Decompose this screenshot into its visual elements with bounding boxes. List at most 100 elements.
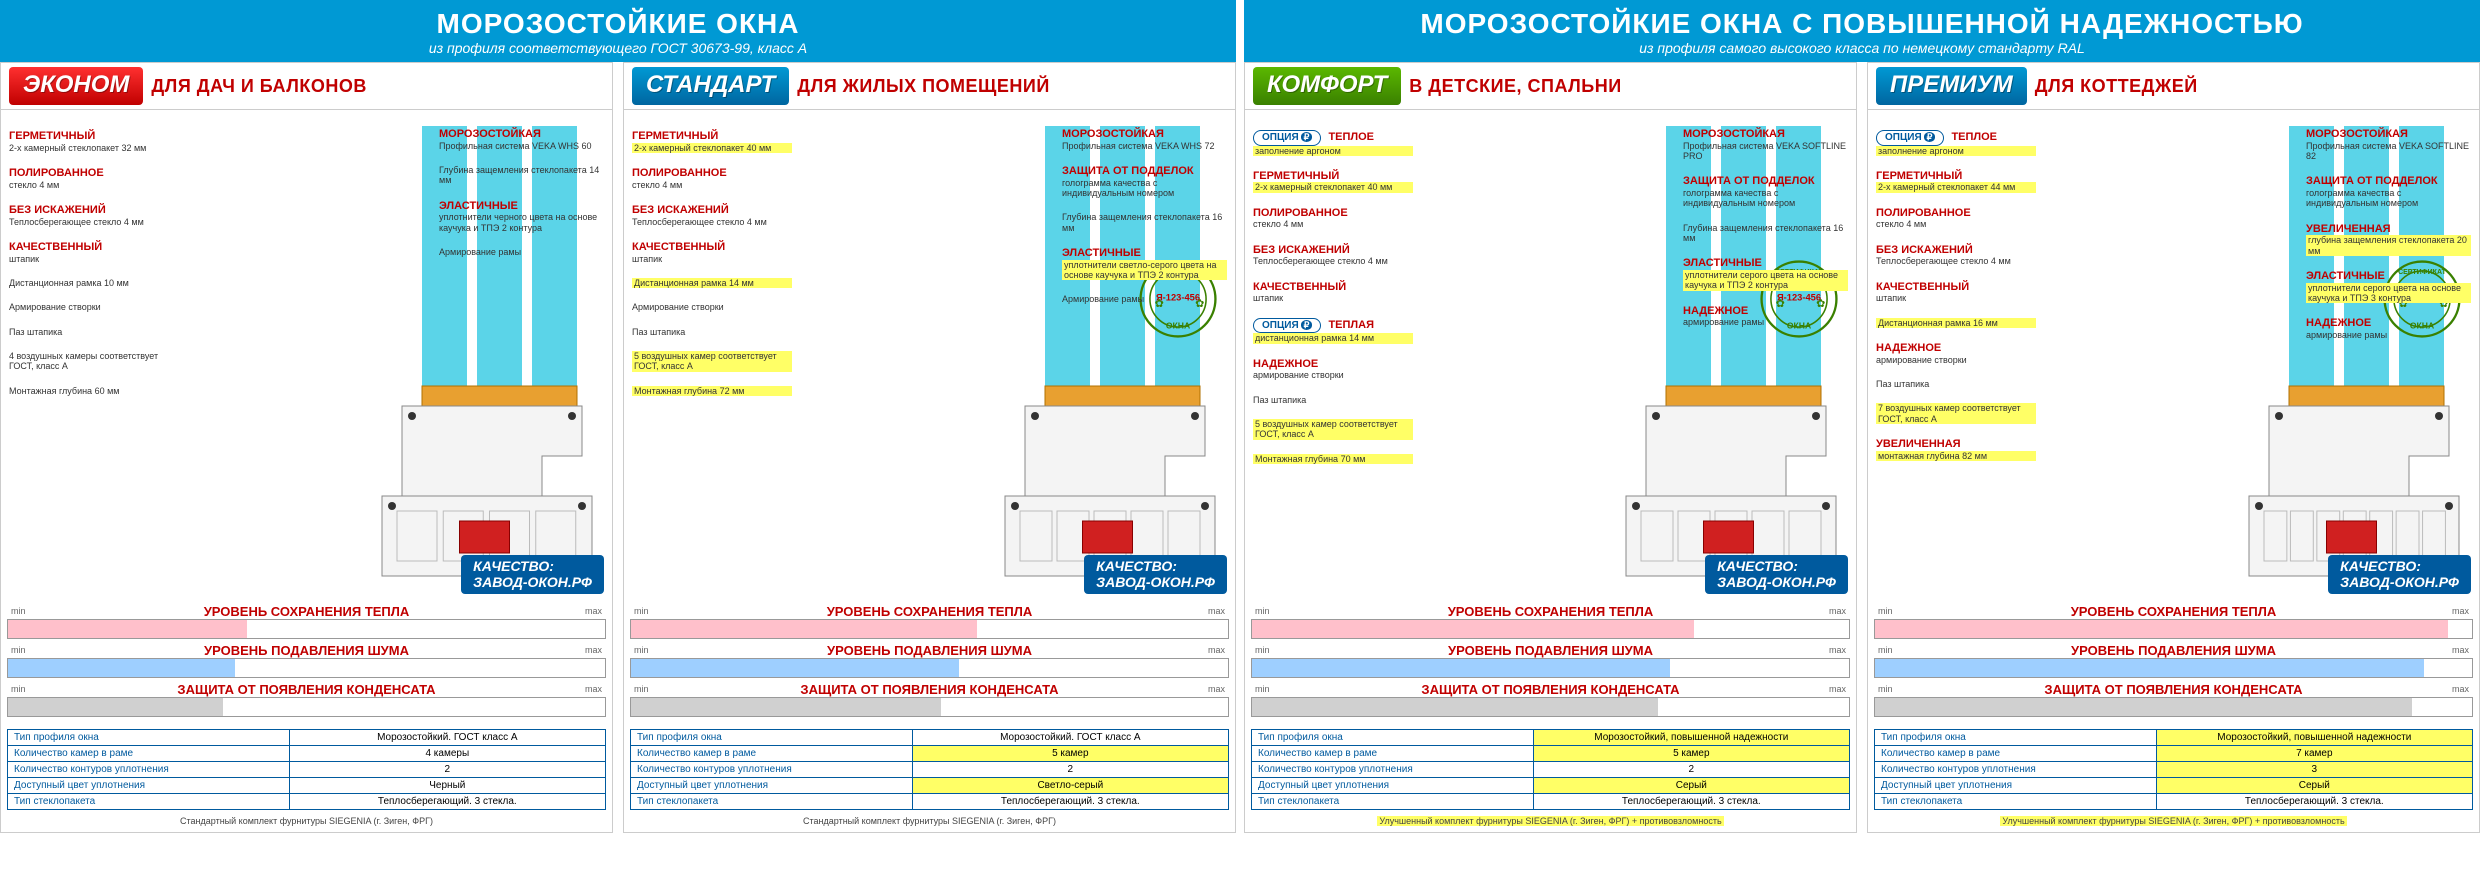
- callout: УВЕЛИЧЕННАЯ монтажная глубина 82 мм: [1876, 438, 2036, 461]
- callout: БЕЗ ИСКАЖЕНИЙ Теплосберегающее стекло 4 …: [9, 204, 169, 227]
- spec-row: Количество контуров уплотнения2: [8, 762, 605, 778]
- callout: ЭЛАСТИЧНЫЕ уплотнители серого цвета на о…: [2306, 270, 2471, 303]
- callout: Глубина защемления стеклопакета 16 мм: [1062, 212, 1227, 233]
- callout-option: ОПЦИЯ₽ ТЕПЛОЕ заполнение аргоном: [1253, 130, 1413, 156]
- callout: НАДЕЖНОЕ армирование створки: [1876, 342, 2036, 365]
- callout: Монтажная глубина 60 мм: [9, 386, 169, 396]
- left-callouts: ГЕРМЕТИЧНЫЙ 2-х камерный стеклопакет 32 …: [9, 130, 169, 410]
- product-card-0: ЭКОНОМ ДЛЯ ДАЧ И БАЛКОНОВ ГЕРМЕТИЧНЫЙ 2-…: [0, 62, 613, 833]
- callout: БЕЗ ИСКАЖЕНИЙ Теплосберегающее стекло 4 …: [1876, 244, 2036, 267]
- quality-badge: КАЧЕСТВО:ЗАВОД-ОКОН.РФ: [2328, 555, 2471, 594]
- left-callouts: ОПЦИЯ₽ ТЕПЛОЕ заполнение аргоном ГЕРМЕТИ…: [1876, 130, 2036, 475]
- product-card-3: ПРЕМИУМ ДЛЯ КОТТЕДЖЕЙ СЕРТИФИКАТ Я-123-4…: [1867, 62, 2480, 833]
- bar-cond: minЗАЩИТА ОТ ПОЯВЛЕНИЯ КОНДЕНСАТАmax: [7, 682, 606, 717]
- callout: КАЧЕСТВЕННЫЙ штапик: [1876, 281, 2036, 304]
- spec-row: Доступный цвет уплотненияСветло-серый: [631, 778, 1228, 794]
- callout: МОРОЗОСТОЙКАЯ Профильная система VEKA WH…: [1062, 128, 1227, 151]
- rating-bars: minУРОВЕНЬ СОХРАНЕНИЯ ТЕПЛАmax minУРОВЕН…: [1245, 600, 1856, 725]
- callout: НАДЕЖНОЕ армирование рамы: [1683, 305, 1848, 328]
- card-header: КОМФОРТ В ДЕТСКИЕ, СПАЛЬНИ: [1245, 63, 1856, 110]
- card-header: СТАНДАРТ ДЛЯ ЖИЛЫХ ПОМЕЩЕНИЙ: [624, 63, 1235, 110]
- callout: Дистанционная рамка 14 мм: [632, 278, 792, 288]
- bar-noise: minУРОВЕНЬ ПОДАВЛЕНИЯ ШУМАmax: [7, 643, 606, 678]
- callout: МОРОЗОСТОЙКАЯ Профильная система VEKA SO…: [1683, 128, 1848, 161]
- callout: МОРОЗОСТОЙКАЯ Профильная система VEKA WH…: [439, 128, 604, 151]
- bar-heat: minУРОВЕНЬ СОХРАНЕНИЯ ТЕПЛАmax: [630, 604, 1229, 639]
- bar-heat: minУРОВЕНЬ СОХРАНЕНИЯ ТЕПЛАmax: [1251, 604, 1850, 639]
- right-callouts: МОРОЗОСТОЙКАЯ Профильная система VEKA WH…: [1062, 128, 1227, 319]
- callout: ПОЛИРОВАННОЕ стекло 4 мм: [632, 167, 792, 190]
- spec-row: Количество контуров уплотнения2: [631, 762, 1228, 778]
- bar-cond: minЗАЩИТА ОТ ПОЯВЛЕНИЯ КОНДЕНСАТАmax: [1251, 682, 1850, 717]
- spec-table: Тип профиля окнаМорозостойкий, повышенно…: [1251, 729, 1850, 810]
- bar-noise: minУРОВЕНЬ ПОДАВЛЕНИЯ ШУМАmax: [1251, 643, 1850, 678]
- callout: ЭЛАСТИЧНЫЕ уплотнители светло-серого цве…: [1062, 247, 1227, 280]
- spec-table: Тип профиля окнаМорозостойкий. ГОСТ клас…: [7, 729, 606, 810]
- callout: БЕЗ ИСКАЖЕНИЙ Теплосберегающее стекло 4 …: [632, 204, 792, 227]
- rating-bars: minУРОВЕНЬ СОХРАНЕНИЯ ТЕПЛАmax minУРОВЕН…: [1, 600, 612, 725]
- product-badge: ЭКОНОМ: [9, 67, 143, 105]
- diagram: ГЕРМЕТИЧНЫЙ 2-х камерный стеклопакет 32 …: [1, 110, 612, 600]
- callout: Армирование рамы: [1062, 294, 1227, 304]
- bar-cond: minЗАЩИТА ОТ ПОЯВЛЕНИЯ КОНДЕНСАТАmax: [1874, 682, 2473, 717]
- callout: КАЧЕСТВЕННЫЙ штапик: [632, 241, 792, 264]
- callout: 7 воздушных камер соответствует ГОСТ, кл…: [1876, 403, 2036, 424]
- rating-bars: minУРОВЕНЬ СОХРАНЕНИЯ ТЕПЛАmax minУРОВЕН…: [1868, 600, 2479, 725]
- callout-option: ОПЦИЯ₽ ТЕПЛОЕ заполнение аргоном: [1876, 130, 2036, 156]
- banner-sub: из профиля самого высокого класса по нем…: [1244, 40, 2480, 56]
- callout: ГЕРМЕТИЧНЫЙ 2-х камерный стеклопакет 40 …: [1253, 170, 1413, 193]
- callout: ЗАЩИТА ОТ ПОДДЕЛОК голограмма качества с…: [1683, 175, 1848, 208]
- banner-title: МОРОЗОСТОЙКИЕ ОКНА: [0, 8, 1236, 40]
- svg-text:ОКНА: ОКНА: [1166, 321, 1190, 331]
- diagram: СЕРТИФИКАТ Я-123-456 ОКНА ✿ ✿ ОПЦИЯ₽ ТЕП…: [1245, 110, 1856, 600]
- product-subtitle: В ДЕТСКИЕ, СПАЛЬНИ: [1409, 76, 1621, 97]
- card-header: ЭКОНОМ ДЛЯ ДАЧ И БАЛКОНОВ: [1, 63, 612, 110]
- spec-row: Тип стеклопакетаТеплосберегающий. 3 стек…: [8, 794, 605, 809]
- product-subtitle: ДЛЯ ДАЧ И БАЛКОНОВ: [151, 76, 367, 97]
- spec-row: Количество камер в раме5 камер: [1252, 746, 1849, 762]
- product-card-2: КОМФОРТ В ДЕТСКИЕ, СПАЛЬНИ СЕРТИФИКАТ Я-…: [1244, 62, 1857, 833]
- diagram: СЕРТИФИКАТ Я-123-456 ОКНА ✿ ✿ ГЕРМЕТИЧНЫ…: [624, 110, 1235, 600]
- diagram: СЕРТИФИКАТ Я-123-456 ОКНА ✿ ✿ ОПЦИЯ₽ ТЕП…: [1868, 110, 2479, 600]
- banner-left: МОРОЗОСТОЙКИЕ ОКНА из профиля соответств…: [0, 0, 1236, 62]
- product-badge: КОМФОРТ: [1253, 67, 1401, 105]
- callout: Глубина защемления стеклопакета 14 мм: [439, 165, 604, 186]
- left-half: МОРОЗОСТОЙКИЕ ОКНА из профиля соответств…: [0, 0, 1236, 833]
- callout: Армирование створки: [9, 302, 169, 312]
- spec-row: Тип профиля окнаМорозостойкий, повышенно…: [1252, 730, 1849, 746]
- card-header: ПРЕМИУМ ДЛЯ КОТТЕДЖЕЙ: [1868, 63, 2479, 110]
- left-callouts: ОПЦИЯ₽ ТЕПЛОЕ заполнение аргоном ГЕРМЕТИ…: [1253, 130, 1413, 478]
- product-card-1: СТАНДАРТ ДЛЯ ЖИЛЫХ ПОМЕЩЕНИЙ СЕРТИФИКАТ …: [623, 62, 1236, 833]
- callout: Дистанционная рамка 10 мм: [9, 278, 169, 288]
- spec-row: Тип профиля окнаМорозостойкий, повышенно…: [1875, 730, 2472, 746]
- spec-row: Тип стеклопакетаТеплосберегающий. 3 стек…: [631, 794, 1228, 809]
- spec-row: Тип профиля окнаМорозостойкий. ГОСТ клас…: [8, 730, 605, 746]
- callout: ПОЛИРОВАННОЕ стекло 4 мм: [1876, 207, 2036, 230]
- quality-badge: КАЧЕСТВО:ЗАВОД-ОКОН.РФ: [1084, 555, 1227, 594]
- spec-row: Доступный цвет уплотненияСерый: [1875, 778, 2472, 794]
- right-callouts: МОРОЗОСТОЙКАЯ Профильная система VEKA WH…: [439, 128, 604, 271]
- spec-row: Доступный цвет уплотненияСерый: [1252, 778, 1849, 794]
- spec-row: Доступный цвет уплотненияЧерный: [8, 778, 605, 794]
- callout: ЗАЩИТА ОТ ПОДДЕЛОК голограмма качества с…: [1062, 165, 1227, 198]
- rating-bars: minУРОВЕНЬ СОХРАНЕНИЯ ТЕПЛАmax minУРОВЕН…: [624, 600, 1235, 725]
- spec-row: Тип профиля окнаМорозостойкий. ГОСТ клас…: [631, 730, 1228, 746]
- callout: Паз штапика: [9, 327, 169, 337]
- bar-cond: minЗАЩИТА ОТ ПОЯВЛЕНИЯ КОНДЕНСАТАmax: [630, 682, 1229, 717]
- callout: УВЕЛИЧЕННАЯ глубина защемления стеклопак…: [2306, 223, 2471, 256]
- spec-row: Количество контуров уплотнения3: [1875, 762, 2472, 778]
- bar-noise: minУРОВЕНЬ ПОДАВЛЕНИЯ ШУМАmax: [630, 643, 1229, 678]
- spec-row: Количество контуров уплотнения2: [1252, 762, 1849, 778]
- spec-table: Тип профиля окнаМорозостойкий, повышенно…: [1874, 729, 2473, 810]
- quality-badge: КАЧЕСТВО:ЗАВОД-ОКОН.РФ: [461, 555, 604, 594]
- bar-heat: minУРОВЕНЬ СОХРАНЕНИЯ ТЕПЛАmax: [1874, 604, 2473, 639]
- callout: МОРОЗОСТОЙКАЯ Профильная система VEKA SO…: [2306, 128, 2471, 161]
- right-callouts: МОРОЗОСТОЙКАЯ Профильная система VEKA SO…: [2306, 128, 2471, 354]
- banner-sub: из профиля соответствующего ГОСТ 30673-9…: [0, 40, 1236, 56]
- callout: ПОЛИРОВАННОЕ стекло 4 мм: [1253, 207, 1413, 230]
- callout: Армирование рамы: [439, 247, 604, 257]
- spec-row: Количество камер в раме4 камеры: [8, 746, 605, 762]
- callout: ЭЛАСТИЧНЫЕ уплотнители серого цвета на о…: [1683, 257, 1848, 290]
- product-subtitle: ДЛЯ ЖИЛЫХ ПОМЕЩЕНИЙ: [797, 76, 1050, 97]
- spec-row: Количество камер в раме7 камер: [1875, 746, 2472, 762]
